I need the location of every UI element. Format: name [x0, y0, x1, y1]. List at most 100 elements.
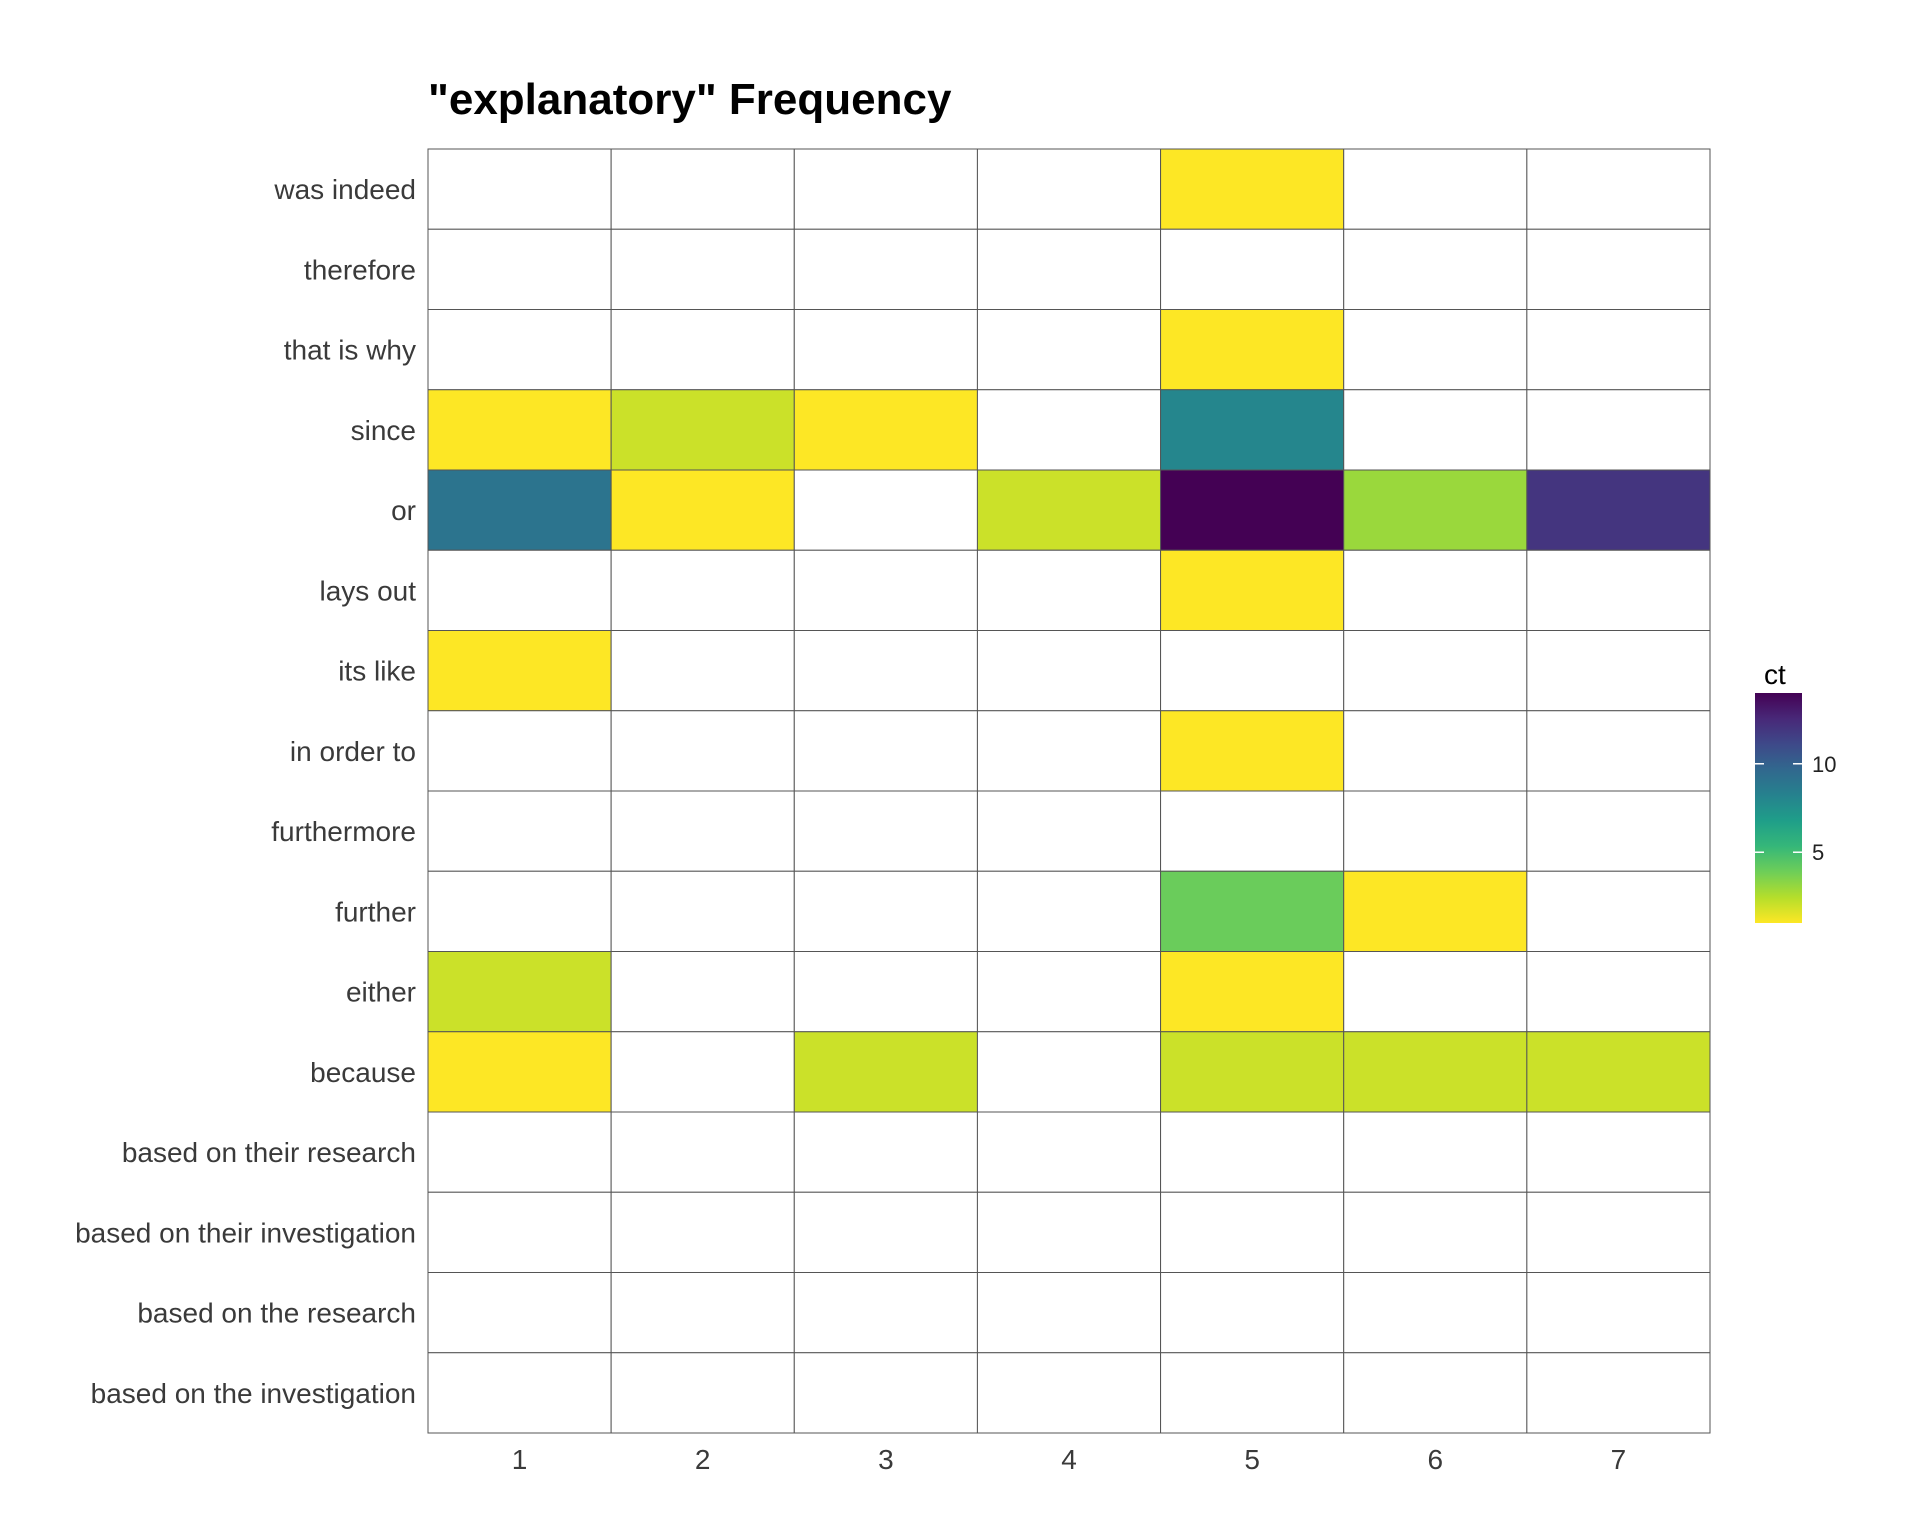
- heatmap-cell: [1343, 469, 1528, 551]
- heatmap-cell: [793, 790, 978, 872]
- heatmap-cell: [976, 148, 1162, 230]
- heatmap-cell: [427, 389, 612, 471]
- heatmap-cell: [610, 870, 795, 952]
- heatmap-cell: [610, 309, 795, 391]
- color-legend: ct 5 10: [1755, 659, 1836, 923]
- heatmap-cell: [1343, 1191, 1528, 1273]
- heatmap-cell: [427, 148, 612, 230]
- heatmap-cell: [1160, 1031, 1345, 1113]
- heatmap-cell: [1343, 1031, 1528, 1113]
- x-tick-label: 4: [1061, 1444, 1077, 1475]
- heatmap-cell: [427, 1191, 612, 1273]
- heatmap-cell: [976, 389, 1162, 471]
- heatmap-cell: [427, 309, 612, 391]
- y-tick-label: based on their investigation: [75, 1217, 416, 1248]
- heatmap-cell: [1526, 1352, 1711, 1434]
- heatmap-cell: [1160, 549, 1345, 631]
- heatmap-cell: [427, 710, 612, 792]
- heatmap-cell: [976, 951, 1162, 1033]
- heatmap-cell: [793, 630, 978, 712]
- heatmap-cell: [1160, 951, 1345, 1033]
- heatmap-cell: [1526, 790, 1711, 872]
- heatmap-cell: [1526, 148, 1711, 230]
- heatmap-cell: [793, 710, 978, 792]
- heatmap-cell: [1160, 1352, 1345, 1434]
- heatmap-cell: [610, 389, 795, 471]
- heatmap-cell: [976, 1272, 1162, 1354]
- heatmap-cell: [1526, 389, 1711, 471]
- x-tick-label: 3: [878, 1444, 894, 1475]
- chart-title: "explanatory" Frequency: [428, 75, 952, 124]
- heatmap-cell: [1343, 1111, 1528, 1193]
- heatmap-cell: [1160, 790, 1345, 872]
- y-tick-label: in order to: [290, 736, 416, 767]
- heatmap-cell: [610, 710, 795, 792]
- heatmap-cell: [793, 1031, 978, 1113]
- heatmap-cell: [427, 549, 612, 631]
- heatmap-cell: [1160, 630, 1345, 712]
- heatmap-cell: [1526, 710, 1711, 792]
- heatmap-cells: [427, 148, 1711, 1434]
- heatmap-cell: [1343, 549, 1528, 631]
- heatmap-cell: [427, 790, 612, 872]
- heatmap-cell: [1343, 1272, 1528, 1354]
- legend-tick-label: 5: [1812, 840, 1824, 865]
- y-tick-label: either: [346, 977, 416, 1008]
- y-tick-label: furthermore: [271, 816, 416, 847]
- heatmap-cell: [610, 549, 795, 631]
- heatmap-cell: [427, 951, 612, 1033]
- heatmap-cell: [1160, 710, 1345, 792]
- x-tick-label: 2: [695, 1444, 711, 1475]
- heatmap-cell: [1526, 1272, 1711, 1354]
- heatmap-cell: [1343, 148, 1528, 230]
- y-tick-label: based on the investigation: [91, 1378, 416, 1409]
- heatmap-cell: [1526, 951, 1711, 1033]
- heatmap-cell: [427, 630, 612, 712]
- heatmap-cell: [793, 870, 978, 952]
- heatmap-cell: [976, 870, 1162, 952]
- y-tick-label: that is why: [284, 335, 416, 366]
- heatmap-cell: [1343, 710, 1528, 792]
- y-tick-label: or: [391, 495, 416, 526]
- heatmap-cell: [610, 951, 795, 1033]
- heatmap-cell: [1343, 309, 1528, 391]
- heatmap-cell: [610, 1191, 795, 1273]
- heatmap-cell: [1343, 870, 1528, 952]
- heatmap-cell: [976, 1111, 1162, 1193]
- heatmap-cell: [610, 1272, 795, 1354]
- heatmap-cell: [1343, 790, 1528, 872]
- heatmap-cell: [427, 469, 612, 551]
- y-tick-label: therefore: [304, 254, 416, 285]
- y-tick-label: was indeed: [273, 174, 416, 205]
- heatmap-cell: [976, 1352, 1162, 1434]
- heatmap-cell: [1160, 1272, 1345, 1354]
- heatmap-cell: [793, 148, 978, 230]
- heatmap-cell: [793, 469, 978, 551]
- heatmap-cell: [610, 469, 795, 551]
- heatmap-cell: [793, 1111, 978, 1193]
- y-axis-labels: was indeed therefore that is why since or lay…: [75, 174, 416, 1409]
- heatmap-cell: [427, 1031, 612, 1113]
- x-tick-label: 1: [512, 1444, 528, 1475]
- heatmap-cell: [1343, 1352, 1528, 1434]
- y-tick-label: its like: [338, 656, 416, 687]
- heatmap-cell: [793, 1352, 978, 1434]
- heatmap-cell: [1343, 630, 1528, 712]
- heatmap-cell: [1160, 1191, 1345, 1273]
- heatmap-cell: [1526, 549, 1711, 631]
- heatmap-cell: [610, 1111, 795, 1193]
- legend-title: ct: [1764, 659, 1786, 690]
- heatmap-cell: [1160, 148, 1345, 230]
- heatmap-cell: [1160, 469, 1345, 551]
- heatmap-cell: [1160, 228, 1345, 310]
- heatmap-cell: [1160, 389, 1345, 471]
- heatmap-cell: [793, 1272, 978, 1354]
- heatmap-cell: [976, 549, 1162, 631]
- heatmap-cell: [793, 389, 978, 471]
- heatmap-cell: [610, 630, 795, 712]
- x-axis-labels: 1 2 3 4 5 6 7: [512, 1444, 1626, 1475]
- heatmap-cell: [1526, 870, 1711, 952]
- heatmap-cell: [1526, 228, 1711, 310]
- heatmap-cell: [1526, 1031, 1711, 1113]
- x-tick-label: 7: [1611, 1444, 1627, 1475]
